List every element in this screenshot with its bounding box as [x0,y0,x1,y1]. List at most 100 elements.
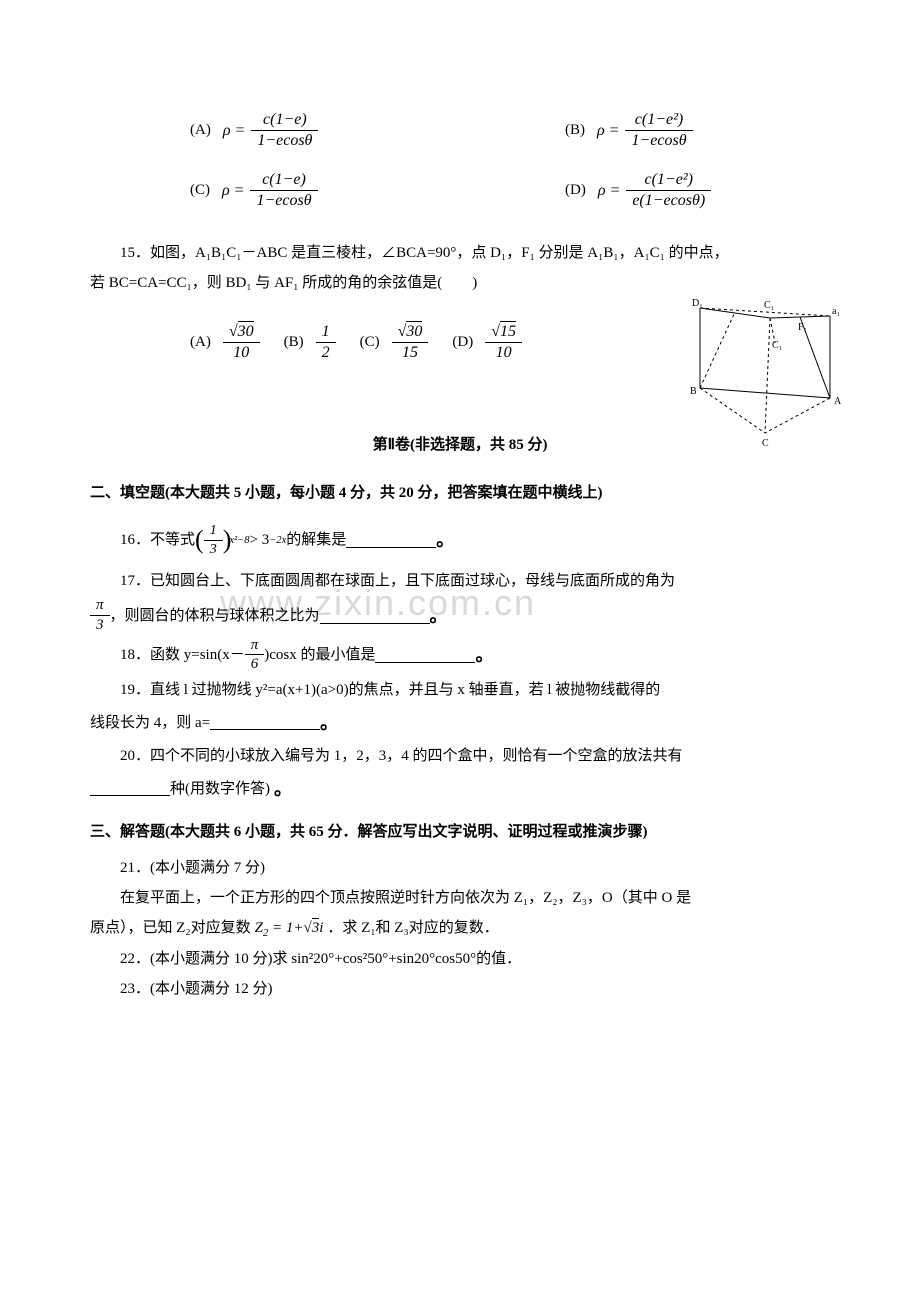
q21-b: 在复平面上，一个正方形的四个顶点按照逆时针方向依次为 Z₁，Z₂，Z₃，O（其中… [90,883,830,913]
q23: 23．(本小题满分 12 分) [90,974,830,1004]
q19-blank [210,715,320,730]
svg-text:A: A [834,396,842,407]
rho-eq: ρ = [597,122,619,140]
q19-line1: 19．直线 l 过抛物线 y²=a(x+1)(a>0)的焦点，并且与 x 轴垂直… [90,675,830,705]
q18-num: π [245,636,265,656]
q14-optA: (A) ρ = c(1−e) 1−ecosθ [190,110,455,152]
q18-blank [375,648,475,663]
optB-label: (B) [565,122,585,139]
dot: 。 [475,637,493,673]
q21-line3: 原点），已知 Z₂对应复数 Z2 = 1+3i ．求 Z₁和 Z₃对应的复数． [90,913,830,944]
q17-line1: 17．已知圆台上、下底面圆周都在球面上，且下底面过球心，母线与底面所成的角为 [90,566,830,596]
q17-frac: π 3 [90,596,110,635]
q15-optA-frac: 30 10 [223,322,260,364]
q16-frac: 1 3 [204,522,223,559]
optA-den: 1−ecosθ [251,131,318,152]
rho-eq: ρ = [598,182,620,200]
q15-optD-label: (D) [452,334,473,351]
q14-row1: (A) ρ = c(1−e) 1−ecosθ (B) ρ = c(1−e²) 1… [90,110,830,152]
rho-eq: ρ = [223,122,245,140]
optB-den: 2 [316,343,336,364]
section2-title: 二、填空题(本大题共 5 小题，每小题 4 分，共 20 分，把答案填在题中横线… [90,478,830,508]
svg-text:B: B [690,386,697,397]
q18-frac: π 6 [245,636,265,675]
q15-optC-frac: 30 15 [392,322,429,364]
optB-frac: c(1−e²) 1−ecosθ [625,110,692,152]
q16-a: 16．不等式 [120,525,195,555]
q15-optA-label: (A) [190,334,211,351]
optA-num: c(1−e) [251,110,318,131]
optB-den: 1−ecosθ [625,131,692,152]
q20-line2: 种(用数字作答) 。 [90,771,830,807]
q14-optD: (D) ρ = c(1−e²) e(1−ecosθ) [505,170,830,212]
q17-num: π [90,596,110,616]
q20-blank [90,781,170,796]
q19-b: 线段长为 4，则 a= [90,708,210,738]
optA-frac: c(1−e) 1−ecosθ [251,110,318,152]
lparen: ( [195,514,204,566]
optC-num: c(1−e) [250,170,317,191]
optA-den: 10 [223,343,260,364]
optD-label: (D) [565,182,586,199]
optD-frac: c(1−e²) e(1−ecosθ) [626,170,711,212]
q18-b: )cosx 的最小值是 [264,640,375,670]
q14-optB: (B) ρ = c(1−e²) 1−ecosθ [505,110,830,152]
q15-line2: 若 BC=CA=CC₁，则 BD₁ 与 AF₁ 所成的角的余弦值是( ) [90,268,830,298]
optC-den: 1−ecosθ [250,191,317,212]
optC-num: 30 [392,322,429,343]
optC-frac: c(1−e) 1−ecosθ [250,170,317,212]
q16-exp2: −2x [269,530,286,551]
q20-line1: 20．四个不同的小球放入编号为 1，2，3，4 的四个盒中，则恰有一个空盒的放法… [90,741,830,771]
prism-figure: D₁ C₁ a₁ F₁ C₁ B A C [690,298,850,458]
q15-optB-label: (B) [284,334,304,351]
svg-text:C₁: C₁ [772,340,782,351]
svg-text:F₁: F₁ [798,322,807,333]
section3-title: 三、解答题(本大题共 6 小题，共 65 分．解答应写出文字说明、证明过程或推演… [90,817,830,847]
q16-mid: > 3 [250,525,270,555]
q15-optD-frac: 15 10 [485,322,522,364]
optB-num: c(1−e²) [625,110,692,131]
q15-options: (A) 30 10 (B) 1 2 (C) 30 [90,322,590,364]
q16-b: 的解集是 [286,525,346,555]
q16: 16．不等式 ( 1 3 ) x²−8 > 3 −2x 的解集是 。 [90,514,830,566]
q16-exp: x²−8 [229,530,249,551]
q18-a: 18．函数 y=sin(x－ [120,640,245,670]
dot: 。 [436,522,454,558]
optA-num: 30 [223,322,260,343]
optD-den: 10 [485,343,522,364]
q21-a: 21．(本小题满分 7 分) [90,853,830,883]
svg-text:C₁: C₁ [764,300,774,311]
q14-optC: (C) ρ = c(1−e) 1−ecosθ [190,170,455,212]
dot: 。 [320,705,338,741]
optC-label: (C) [190,182,210,199]
q15-optB-frac: 1 2 [316,322,336,364]
q15-optC-label: (C) [360,334,380,351]
q17-line2: π 3 ，则圆台的体积与球体积之比为 。 [90,596,830,635]
q17-den: 3 [90,616,110,636]
q17-blank [320,609,430,624]
q18-den: 6 [245,655,265,675]
optC-den: 15 [392,343,429,364]
svg-text:C: C [762,438,769,449]
q17-b: ，则圆台的体积与球体积之比为 [110,601,320,631]
dot: 。 [274,771,292,807]
svg-text:a₁: a₁ [832,306,840,317]
q19-line2: 线段长为 4，则 a= 。 [90,705,830,741]
q15-line1: 15．如图，A₁B₁C₁－ABC 是直三棱柱，∠BCA=90°，点 D₁，F₁ … [90,238,830,268]
dot: 。 [430,598,448,634]
optD-num: 15 [485,322,522,343]
q16-blank [346,533,436,548]
optD-num: c(1−e²) [626,170,711,191]
optD-den: e(1−ecosθ) [626,191,711,212]
q16-den: 3 [204,541,223,559]
q14-row2: (C) ρ = c(1−e) 1−ecosθ (D) ρ = c(1−e²) e… [90,170,830,212]
q22: 22．(本小题满分 10 分)求 sin²20°+cos²50°+sin20°c… [90,944,830,974]
svg-text:D₁: D₁ [692,298,703,309]
q18: 18．函数 y=sin(x－ π 6 )cosx 的最小值是 。 [90,636,830,675]
q21-d: ．求 Z₁和 Z₃对应的复数． [327,913,498,943]
q20-b: 种(用数字作答) [170,774,270,804]
q16-num: 1 [204,522,223,541]
q21-c: 原点），已知 Z₂对应复数 [90,913,251,943]
optB-num: 1 [316,322,336,343]
q21-eq: Z2 = 1+3i [255,913,324,944]
